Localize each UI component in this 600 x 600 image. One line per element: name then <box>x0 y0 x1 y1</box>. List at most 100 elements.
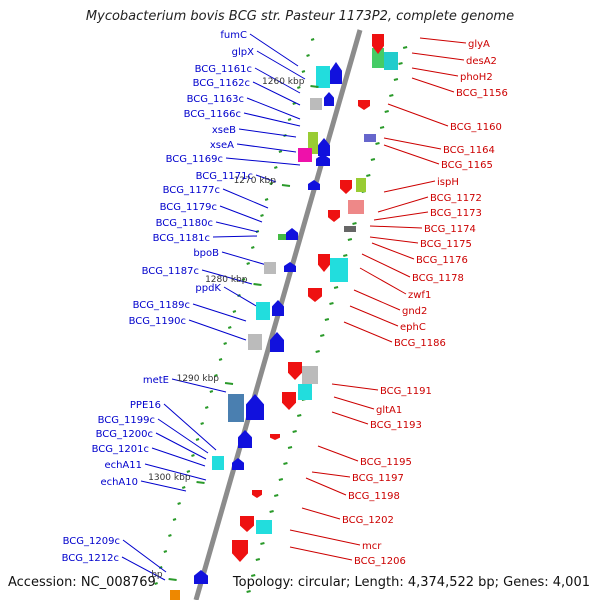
leader-line <box>383 180 436 193</box>
ruler-tick <box>343 254 348 257</box>
leader-line <box>289 529 361 546</box>
forward-gene-arrow <box>270 434 280 440</box>
leader-line <box>331 383 379 391</box>
ruler-major-tick <box>281 184 291 187</box>
leader-line <box>411 77 455 93</box>
ruler-tick <box>227 326 232 329</box>
ruler-tick <box>296 86 301 89</box>
leader-line <box>317 445 359 462</box>
leader-line <box>361 253 411 278</box>
gene-label-bcg_1162c: BCG_1162c <box>193 78 250 89</box>
leader-line <box>223 286 259 308</box>
leader-line <box>301 507 341 520</box>
leader-line <box>255 174 277 183</box>
ruler-tick <box>209 390 214 393</box>
leader-line <box>155 432 207 460</box>
leader-line <box>373 211 429 221</box>
gene-label-bcg_1198: BCG_1198 <box>348 491 400 502</box>
ruler-tick <box>186 470 191 473</box>
ruler-tick <box>250 246 255 249</box>
ruler-tick <box>200 422 204 425</box>
leader-line <box>212 235 258 238</box>
gene-label-ppe16: PPE16 <box>130 400 161 411</box>
gene-label-xsea: xseA <box>210 140 234 151</box>
gene-label-bcg_1174: BCG_1174 <box>424 224 476 235</box>
leader-line <box>140 480 187 492</box>
leader-line <box>256 50 306 80</box>
ruler-tick <box>384 110 389 113</box>
gene-block <box>298 384 312 400</box>
gene-label-mcr: mcr <box>362 541 382 552</box>
ruler-major-tick <box>224 382 234 385</box>
gene-label-glpx: glpX <box>232 47 254 58</box>
reverse-gene-arrow <box>246 394 264 420</box>
ruler-label: 1260 kbp <box>262 77 305 87</box>
leader-line <box>411 52 465 61</box>
forward-gene-arrow <box>358 100 370 110</box>
ruler-tick <box>366 174 371 177</box>
leader-line <box>201 269 253 285</box>
ruler-tick <box>398 62 403 65</box>
forward-gene-arrow <box>288 362 302 380</box>
leader-line <box>359 267 407 295</box>
ruler-tick <box>287 446 293 449</box>
gene-block <box>256 520 272 534</box>
leader-line <box>369 236 419 244</box>
gene-label-bcg_1209c: BCG_1209c <box>63 536 120 547</box>
ruler-tick <box>269 182 274 185</box>
gene-block <box>298 148 312 162</box>
ruler-major-tick <box>310 85 319 88</box>
reverse-gene-arrow <box>318 138 330 156</box>
leader-line <box>144 463 207 481</box>
forward-gene-arrow <box>318 254 330 272</box>
reverse-gene-arrow <box>284 262 296 272</box>
gene-block <box>302 366 318 384</box>
ruler-tick <box>301 70 306 73</box>
gene-block <box>364 134 376 142</box>
gene-label-echa11: echA11 <box>104 460 142 471</box>
ruler-tick <box>333 286 339 289</box>
forward-gene-arrow <box>232 540 248 562</box>
ruler-tick <box>246 590 251 593</box>
ruler-tick <box>402 46 408 49</box>
leader-line <box>371 242 415 260</box>
ruler-tick <box>379 126 385 129</box>
leader-line <box>225 157 301 166</box>
ruler-tick <box>241 278 246 281</box>
gene-label-bcg_1178: BCG_1178 <box>412 273 464 284</box>
gene-label-bcg_1171c: BCG_1171c <box>196 171 253 182</box>
ruler-tick <box>214 374 218 377</box>
reverse-gene-arrow <box>308 180 320 190</box>
gene-label-isph: ispH <box>437 177 459 188</box>
gene-label-phoh2: phoH2 <box>460 72 493 83</box>
leader-line <box>311 471 351 478</box>
ruler-tick <box>195 438 200 441</box>
ruler-tick <box>324 318 330 321</box>
gene-label-fumc: fumC <box>220 30 247 41</box>
gene-label-bcg_1195: BCG_1195 <box>360 457 412 468</box>
ruler-tick <box>250 574 256 577</box>
ruler-tick <box>269 510 274 513</box>
leader-line <box>377 196 429 213</box>
leader-line <box>369 225 423 229</box>
gene-label-bcg_1181c: BCG_1181c <box>153 233 210 244</box>
gene-block <box>256 302 270 320</box>
gene-label-bcg_1161c: BCG_1161c <box>195 64 252 75</box>
gene-block <box>348 200 364 214</box>
ruler-tick <box>181 486 186 489</box>
leader-line <box>215 221 259 233</box>
leader-line <box>383 144 440 165</box>
leader-line <box>236 143 297 153</box>
gene-label-bcg_1156: BCG_1156 <box>456 88 508 99</box>
gene-label-bcg_1172: BCG_1172 <box>430 193 482 204</box>
ruler-tick <box>218 358 223 361</box>
gene-label-bcg_1200c: BCG_1200c <box>96 429 153 440</box>
ruler-label: bp <box>151 570 163 580</box>
map-title: Mycobacterium bovis BCG str. Pasteur 117… <box>85 9 515 24</box>
ruler-tick <box>389 94 394 97</box>
leader-line <box>305 477 347 496</box>
ruler-tick <box>264 198 269 201</box>
gene-label-bcg_1199c: BCG_1199c <box>98 415 155 426</box>
ruler-tick <box>154 582 158 585</box>
gene-features <box>170 34 398 600</box>
